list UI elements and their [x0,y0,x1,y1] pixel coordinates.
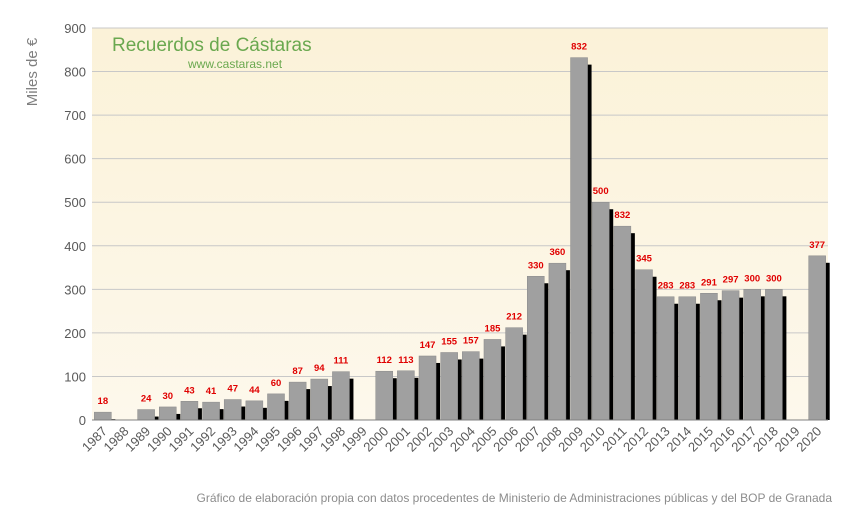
data-label: 111 [334,356,350,367]
data-label: 212 [506,312,522,323]
y-tick-label: 900 [64,21,86,36]
data-label: 330 [528,260,544,271]
data-label: 18 [98,396,109,407]
bar [700,293,718,421]
gridlines [92,27,828,377]
bar [570,57,588,421]
bar [180,401,199,421]
data-label: 297 [723,275,739,286]
data-label: 300 [766,273,782,284]
bar [159,406,177,421]
data-label: 500 [593,186,609,197]
bar [743,289,761,421]
data-label: 291 [701,277,718,288]
data-label: 112 [377,355,392,366]
brand-title: Recuerdos de Cástaras [112,35,312,56]
data-label: 41 [206,386,217,397]
bar [223,399,242,421]
bar [548,262,567,421]
data-label: 60 [271,378,282,389]
data-label: 87 [292,366,303,377]
bar [462,351,480,421]
brand-url: www.castaras.net [187,57,283,71]
bar [440,352,458,421]
bar [721,290,740,421]
data-label: 283 [658,281,674,292]
bar [505,327,523,421]
x-axis-ticks: 1987198819891990199119921993199419951996… [79,424,824,455]
y-axis-label: Miles de € [24,37,41,106]
bar [808,255,826,421]
y-tick-label: 300 [64,282,86,297]
data-label: 345 [636,254,653,265]
bar [288,381,307,421]
data-label: 832 [614,210,630,221]
y-tick-label: 600 [64,152,86,167]
y-tick-label: 100 [64,369,86,384]
source-note: Gráfico de elaboración propia con datos … [197,491,833,505]
bar [635,269,653,421]
bar [137,409,155,421]
y-tick-label: 200 [64,326,86,341]
data-label: 47 [227,384,238,395]
data-label: 360 [549,247,565,258]
data-label: 113 [398,355,413,366]
data-label: 377 [809,240,825,251]
y-tick-label: 400 [64,239,86,254]
data-label: 30 [162,391,173,402]
x-tick-label: 2020 [793,424,824,455]
data-label: 94 [314,363,325,374]
bar [375,370,393,421]
bar [332,371,350,421]
bar [678,296,697,421]
bar [418,355,437,421]
data-label: 155 [441,336,458,347]
data-label: 44 [249,385,260,396]
y-tick-label: 0 [79,413,86,428]
data-label: 300 [744,273,760,284]
data-labels: 18 24 30 43 41 47 44 60 87 94 111 112 113 147 155 157 18… [98,42,826,408]
bar [267,393,285,421]
bar [397,370,415,421]
bar [310,378,329,421]
data-label: 147 [420,340,436,351]
y-tick-label: 500 [64,195,86,210]
bar [202,401,220,421]
y-axis-ticks: 0 100 200 300 400 500 600 700 800 900 [64,21,86,428]
data-label: 157 [463,336,479,347]
bar [765,289,783,421]
y-tick-label: 700 [64,108,86,123]
bar [94,411,112,421]
bar [483,339,502,421]
bar [656,296,675,421]
bar [527,276,545,421]
bar [245,400,264,421]
bar [591,201,610,421]
y-tick-label: 800 [64,65,86,80]
data-label: 43 [184,385,195,396]
data-label: 185 [485,323,502,334]
data-label: 832 [571,42,587,53]
bar [613,225,632,421]
data-label: 24 [141,394,152,405]
data-label: 283 [679,281,695,292]
